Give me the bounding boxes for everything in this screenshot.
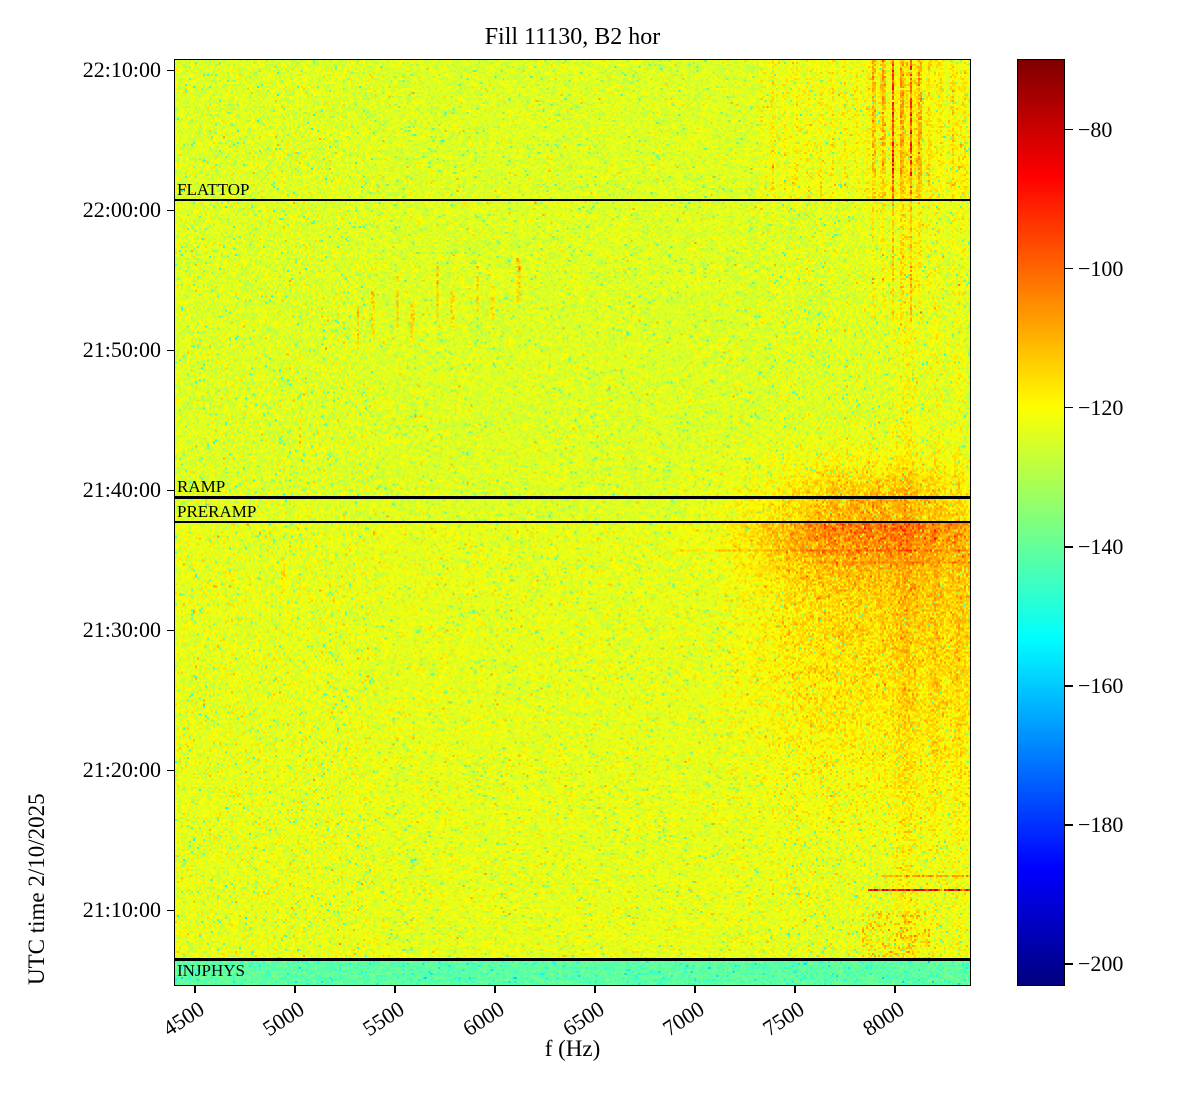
x-axis-tick [894, 985, 896, 993]
x-axis-tick-label-text: 6500 [558, 996, 609, 1041]
x-axis-tick [194, 985, 196, 993]
x-axis-tick-label-text: 6000 [458, 996, 509, 1041]
beam-mode-label-preramp: PRERAMP [177, 501, 257, 521]
colorbar-tick-label: −200 [1078, 951, 1124, 977]
x-axis-tick [294, 985, 296, 993]
y-axis-tick-label: 22:00:00 [82, 197, 161, 223]
x-axis-tick-label-text: 4500 [158, 996, 209, 1041]
y-axis-tick [167, 909, 175, 912]
colorbar-tick-label: −100 [1078, 255, 1124, 281]
x-axis-tick [494, 985, 496, 993]
x-axis-tick [694, 985, 696, 993]
beam-mode-line-injphys [175, 957, 970, 961]
beam-mode-line-ramp [175, 496, 970, 499]
y-axis-tick-label: 21:30:00 [82, 617, 161, 643]
y-axis-tick [167, 69, 175, 72]
y-axis-tick [167, 209, 175, 212]
colorbar-tick-label: −180 [1078, 812, 1124, 838]
x-axis-tick [594, 985, 596, 993]
colorbar-tick [1065, 128, 1073, 131]
colorbar-tick [1065, 267, 1073, 270]
x-axis-tick-label-text: 5500 [358, 996, 409, 1041]
y-axis-tick [167, 349, 175, 352]
colorbar-tick [1065, 685, 1073, 687]
y-axis-tick-label: 21:10:00 [82, 897, 161, 923]
y-axis-tick-label: 21:50:00 [82, 337, 161, 363]
y-axis-tick [167, 489, 175, 492]
beam-mode-line-preramp [175, 520, 970, 524]
x-axis-tick [794, 985, 796, 993]
chart-title: Fill 11130, B2 hor [484, 24, 661, 50]
beam-mode-label-injphys: INJPHYS [177, 961, 246, 981]
colorbar-tick-label: −120 [1078, 394, 1124, 420]
colorbar-tick [1065, 546, 1073, 548]
colorbar-tick [1065, 824, 1073, 826]
y-axis-tick [167, 629, 175, 632]
beam-mode-label-ramp: RAMP [177, 477, 226, 497]
y-axis-tick-label: 21:40:00 [82, 477, 161, 503]
x-axis-tick-label-text: 7000 [658, 996, 709, 1041]
colorbar-tick-label: −140 [1078, 533, 1124, 559]
y-axis-tick-label: 21:20:00 [82, 757, 161, 783]
colorbar-tick [1065, 407, 1073, 409]
x-axis-tick [394, 985, 396, 993]
x-axis-tick-label-text: 5000 [258, 996, 309, 1041]
y-axis-tick [167, 769, 175, 772]
y-axis-tick-label: 22:10:00 [82, 57, 161, 83]
x-axis-tick-label-text: 7500 [758, 996, 809, 1041]
colorbar-tick-label: −160 [1078, 672, 1124, 698]
colorbar-tick-label: −80 [1078, 116, 1113, 142]
beam-mode-line-flattop [175, 198, 970, 202]
colorbar-tick [1065, 963, 1073, 965]
colorbar-gradient [1018, 60, 1064, 985]
x-axis-tick-label-text: 8000 [858, 996, 909, 1041]
x-axis-label: f (Hz) [544, 1036, 601, 1061]
beam-mode-label-flattop: FLATTOP [177, 179, 250, 199]
